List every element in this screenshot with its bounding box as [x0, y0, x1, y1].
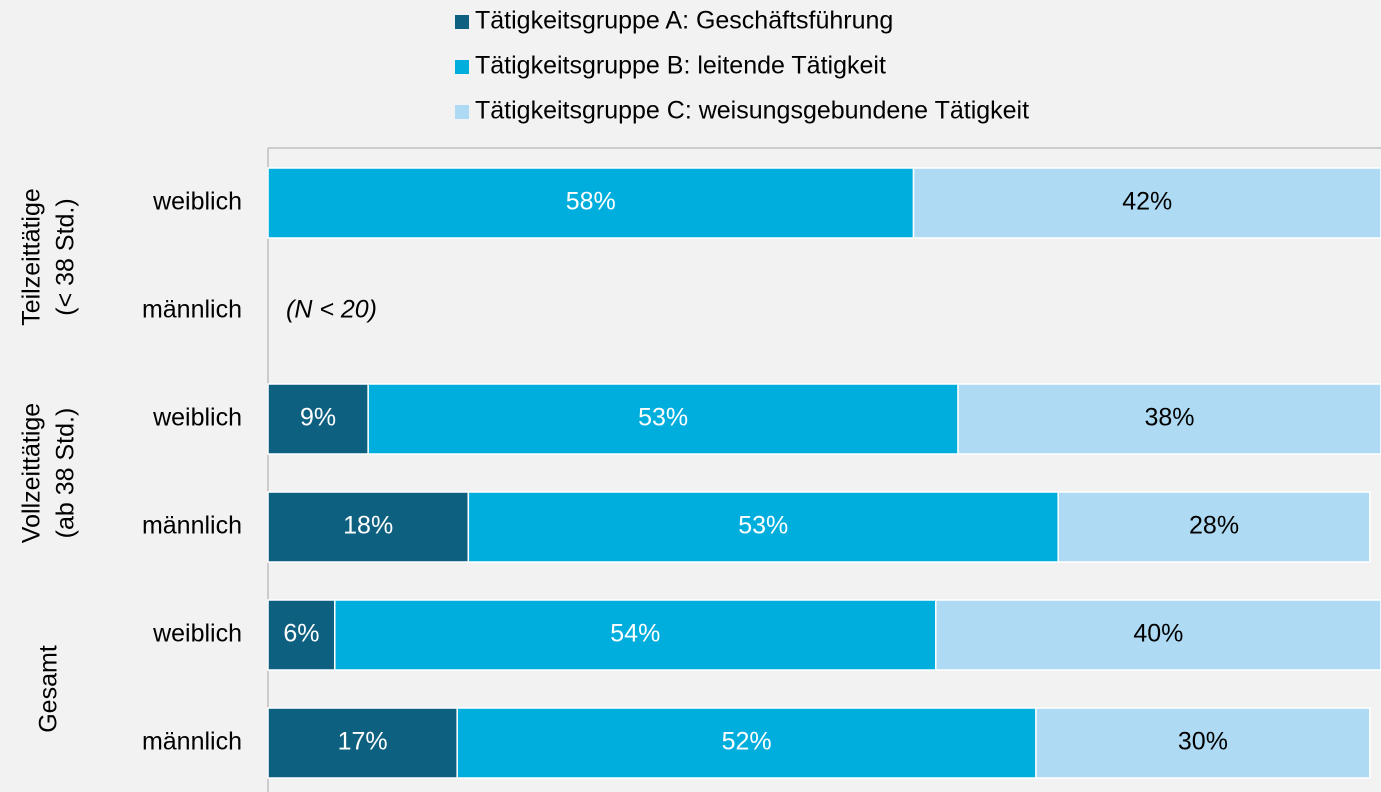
category-label: weiblich — [152, 188, 242, 216]
bar-segment — [267, 167, 915, 239]
legend-swatch — [455, 15, 469, 29]
value-label: 53% — [738, 512, 788, 540]
legend-label: Tätigkeitsgruppe B: leitende Tätigkeit — [475, 52, 886, 80]
bar-segment — [912, 167, 1381, 239]
group-label: Gesamt — [35, 645, 63, 733]
legend-label: Tätigkeitsgruppe C: weisungsgebundene Tä… — [475, 97, 1029, 125]
category-label: männlich — [142, 728, 242, 756]
legend-swatch — [455, 105, 469, 119]
bar-segment — [1035, 707, 1371, 779]
bar-segment — [1057, 491, 1371, 563]
value-label: 30% — [1178, 728, 1228, 756]
bar-segment — [467, 491, 1059, 563]
value-label: 6% — [283, 620, 319, 648]
group-label: Vollzeittätige — [18, 403, 46, 543]
value-label: 9% — [300, 404, 336, 432]
value-label: 18% — [343, 512, 393, 540]
value-label: 42% — [1122, 188, 1172, 216]
category-label: weiblich — [152, 620, 242, 648]
legend-swatch — [455, 60, 469, 74]
bar-segment — [334, 599, 937, 671]
value-label: 54% — [610, 620, 660, 648]
category-label: männlich — [142, 296, 242, 324]
value-label: 40% — [1133, 620, 1183, 648]
annotation: (N < 20) — [286, 296, 377, 324]
value-label: 38% — [1145, 404, 1195, 432]
group-label: Teilzeittätige — [18, 188, 46, 326]
group-label: (ab 38 Std.) — [52, 408, 80, 539]
bar-segment — [267, 707, 458, 779]
group-label: (< 38 Std.) — [52, 198, 80, 315]
category-label: weiblich — [152, 404, 242, 432]
value-label: 28% — [1189, 512, 1239, 540]
bar-segment — [957, 383, 1381, 455]
value-label: 52% — [722, 728, 772, 756]
bar-segment — [267, 491, 470, 563]
bar-segment — [456, 707, 1037, 779]
legend-label: Tätigkeitsgruppe A: Geschäftsführung — [475, 7, 893, 35]
value-label: 58% — [566, 188, 616, 216]
value-label: 53% — [638, 404, 688, 432]
category-label: männlich — [142, 512, 242, 540]
bar-segment — [935, 599, 1381, 671]
value-label: 17% — [338, 728, 388, 756]
